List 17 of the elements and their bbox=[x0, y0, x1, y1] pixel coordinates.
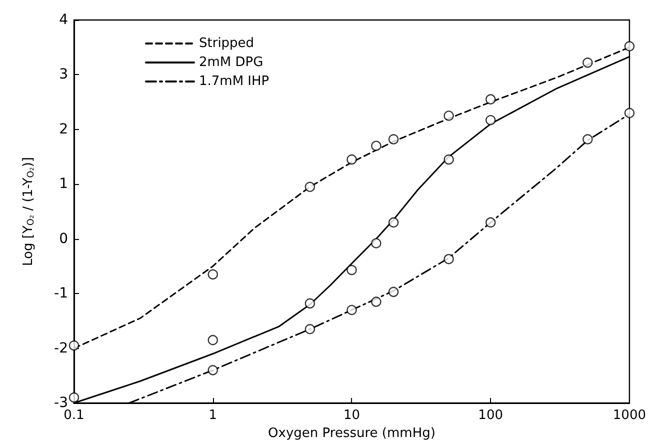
y-tick-label: -1 bbox=[54, 286, 68, 302]
x-tick-label: 10 bbox=[343, 408, 360, 423]
y-tick-label: 3 bbox=[59, 66, 68, 83]
legend-label: 1.7mM IHP bbox=[199, 74, 270, 89]
y-tick-label: 0 bbox=[59, 230, 68, 247]
y-tick-label: -2 bbox=[54, 340, 68, 356]
y-tick-label: 2 bbox=[59, 121, 68, 138]
y-axis-title: Log [YO₂ / (1-YO₂)] bbox=[21, 157, 36, 266]
y-tick-label: 4 bbox=[59, 12, 68, 28]
legend-label: Stripped bbox=[199, 36, 254, 51]
y-tick-label: 1 bbox=[59, 176, 68, 192]
x-tick-label: 100 bbox=[478, 408, 504, 423]
x-tick-label: 1 bbox=[208, 408, 218, 423]
legend-label: 2mM DPG bbox=[199, 55, 264, 70]
x-tick-label: 0.1 bbox=[64, 408, 84, 423]
x-tick-label: 1000 bbox=[612, 408, 646, 423]
x-axis-title: Oxygen Pressure (mmHg) bbox=[268, 426, 436, 441]
